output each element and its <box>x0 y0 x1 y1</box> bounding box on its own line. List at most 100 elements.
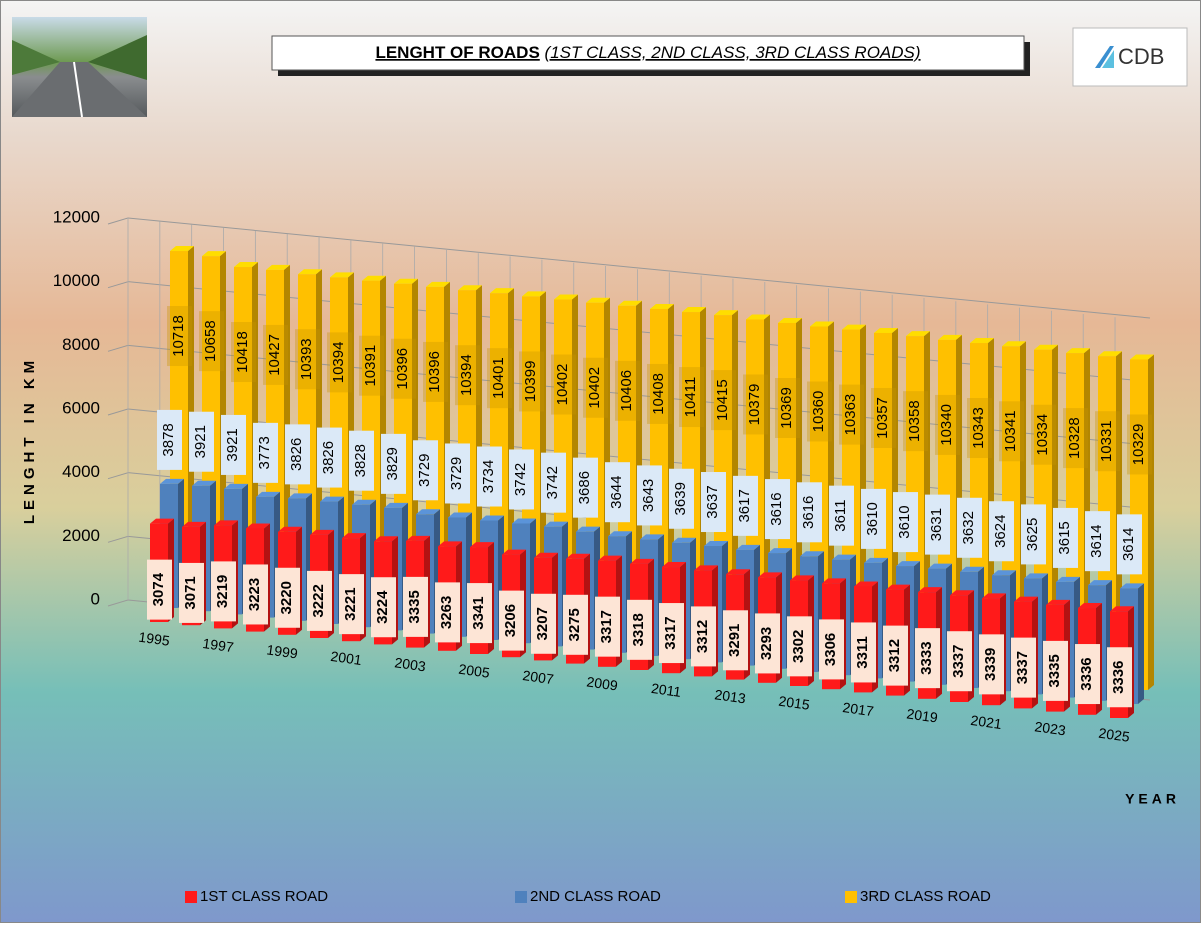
value-label-box <box>189 411 214 472</box>
value-label-box <box>797 482 822 543</box>
value-label: 3293 <box>758 627 775 660</box>
value-label-box <box>327 332 352 393</box>
bar-top <box>982 593 1006 599</box>
value-label-box <box>231 322 256 383</box>
value-label-box <box>563 594 588 655</box>
value-label-box <box>167 306 192 367</box>
value-label: 3729 <box>416 454 433 487</box>
x-tick-label: 2019 <box>906 705 939 725</box>
value-label-box <box>551 354 576 415</box>
value-label: 3336 <box>1110 661 1127 694</box>
x-tick-label: 2015 <box>778 693 811 713</box>
bar-top <box>394 278 418 284</box>
value-label-box <box>1085 511 1110 572</box>
bar-top <box>182 521 206 527</box>
value-label: 3632 <box>960 511 977 544</box>
value-label-box <box>893 492 918 553</box>
value-label-box <box>499 590 524 651</box>
x-tick-label: 2011 <box>650 680 682 700</box>
value-label: 10399 <box>522 361 539 403</box>
value-label-box <box>455 345 480 406</box>
bar-top <box>778 317 802 323</box>
value-label: 10418 <box>234 331 251 373</box>
value-label-box <box>679 367 704 428</box>
x-tick-label: 2021 <box>970 712 1003 732</box>
value-label-box <box>403 576 428 637</box>
value-label: 3742 <box>544 466 561 499</box>
value-label-box <box>1031 404 1056 465</box>
bar-top <box>246 523 270 529</box>
value-label: 3639 <box>672 482 689 515</box>
bar-top <box>170 246 194 252</box>
bar-top <box>832 554 856 560</box>
bar-top <box>640 534 664 540</box>
value-label-box <box>743 374 768 435</box>
bar-top <box>330 272 354 278</box>
value-label: 3828 <box>352 444 369 477</box>
value-label: 3644 <box>608 476 625 509</box>
bar-top <box>672 537 696 543</box>
bar-top <box>310 529 334 535</box>
value-label-box <box>999 401 1024 462</box>
bar-top <box>1120 583 1144 589</box>
bar-top <box>266 264 290 270</box>
value-label-box <box>755 613 780 674</box>
value-label-box <box>199 311 224 372</box>
bar-top <box>1130 354 1154 360</box>
value-label-box <box>1127 414 1152 475</box>
legend-label: 1ST CLASS ROAD <box>200 888 328 905</box>
value-label-box <box>467 583 492 644</box>
bar-top <box>662 562 686 568</box>
value-label-box <box>1095 411 1120 472</box>
value-label-box <box>221 414 246 475</box>
bar-top <box>1046 599 1070 605</box>
value-label: 3610 <box>896 505 913 538</box>
bar-top <box>682 307 706 313</box>
x-tick-label: 2005 <box>458 661 491 681</box>
bar-top <box>224 483 248 489</box>
value-label-box <box>371 577 396 638</box>
value-label-box <box>147 559 172 620</box>
value-label: 3614 <box>1120 528 1137 561</box>
bar-top <box>480 515 504 521</box>
value-label: 10379 <box>746 384 763 426</box>
legend-swatch <box>515 891 527 903</box>
value-label: 3826 <box>288 438 305 471</box>
value-label: 10341 <box>1002 410 1019 452</box>
value-label: 3206 <box>502 604 519 637</box>
bar-top <box>512 518 536 524</box>
value-label: 3742 <box>512 463 529 496</box>
legend-label: 3RD CLASS ROAD <box>860 888 991 905</box>
x-tick-label: 2025 <box>1098 725 1131 745</box>
value-label: 10427 <box>266 334 283 376</box>
value-label-box <box>903 391 928 452</box>
bar-top <box>448 512 472 518</box>
bar-top <box>758 572 782 578</box>
bar-top <box>160 478 184 484</box>
value-label-box <box>435 582 460 643</box>
value-label: 3615 <box>1056 521 1073 554</box>
bar-top <box>1002 341 1026 347</box>
value-label-box <box>477 446 502 507</box>
value-label: 10394 <box>330 342 347 384</box>
value-label: 3773 <box>256 436 273 469</box>
value-label-box <box>339 574 364 635</box>
value-label: 3335 <box>406 590 423 623</box>
value-label-box <box>1075 644 1100 705</box>
value-label-box <box>1063 408 1088 469</box>
value-label: 3921 <box>192 425 209 458</box>
bar-top <box>886 584 910 590</box>
value-label-box <box>487 348 512 409</box>
bar-top <box>950 590 974 596</box>
value-label: 3275 <box>566 608 583 641</box>
value-label-box <box>851 622 876 683</box>
value-label-box <box>1021 504 1046 565</box>
bar-top <box>214 520 238 526</box>
bar-top <box>1110 606 1134 612</box>
value-label: 10334 <box>1034 414 1051 456</box>
value-label-box <box>1011 637 1036 698</box>
legend-swatch <box>185 891 197 903</box>
bar-top <box>150 518 174 524</box>
value-label: 3637 <box>704 485 721 518</box>
bar-top <box>544 521 568 527</box>
